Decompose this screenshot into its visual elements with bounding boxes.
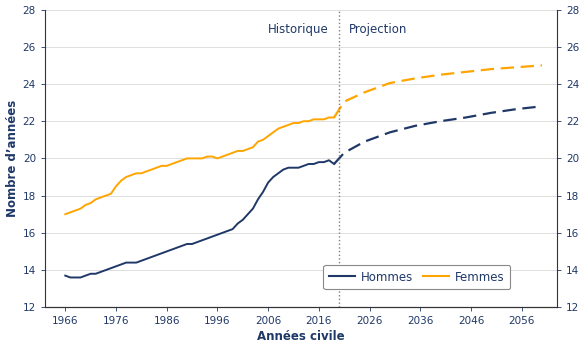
Text: Projection: Projection	[349, 23, 408, 36]
Legend: Hommes, Femmes: Hommes, Femmes	[324, 265, 510, 289]
Text: Historique: Historique	[269, 23, 329, 36]
Y-axis label: Nombre d’années: Nombre d’années	[5, 100, 19, 217]
X-axis label: Années civile: Années civile	[257, 331, 345, 343]
